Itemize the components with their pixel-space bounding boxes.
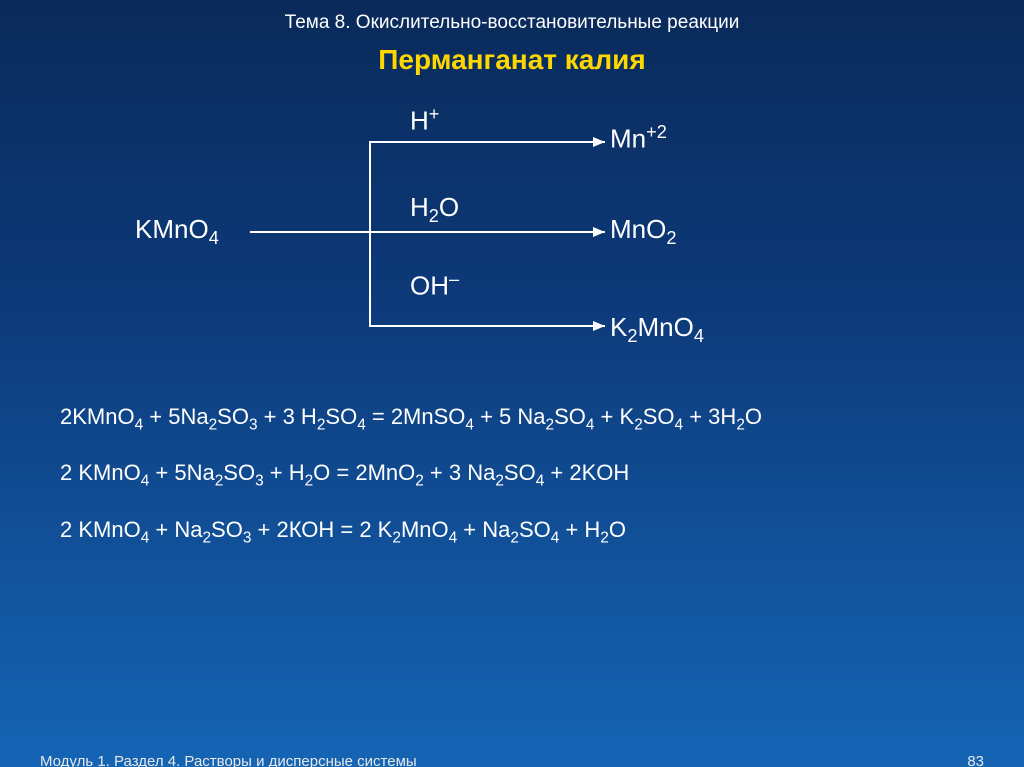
equation-3: 2 KMnO4 + Na2SO3 + 2КОН = 2 K2MnO4 + Na2…	[60, 517, 1024, 547]
equation-1: 2KMnO4 + 5Na2SO3 + 3 H2SO4 = 2MnSO4 + 5 …	[60, 404, 1024, 434]
reagent-formula: KMnO4	[135, 214, 219, 249]
product-bot: K2MnO4	[610, 312, 704, 347]
title-text: Перманганат калия	[0, 44, 1024, 76]
equations-block: 2KMnO4 + 5Na2SO3 + 3 H2SO4 = 2MnSO4 + 5 …	[0, 404, 1024, 547]
product-mid: MnO2	[610, 214, 676, 249]
topic-text: Тема 8. Окислительно-восстановительные р…	[0, 0, 1024, 34]
footer-page: 83	[967, 753, 984, 767]
product-top: Mn+2	[610, 122, 667, 155]
condition-bot: OH–	[410, 269, 459, 302]
condition-mid: H2O	[410, 192, 459, 227]
reaction-diagram: KMnO4 H+ H2O OH– Mn+2 MnO2 K2MnO4	[0, 94, 1024, 374]
footer-module: Модуль 1. Раздел 4. Растворы и дисперсны…	[40, 753, 417, 767]
condition-top: H+	[410, 104, 439, 137]
equation-2: 2 KMnO4 + 5Na2SO3 + H2O = 2MnO2 + 3 Na2S…	[60, 460, 1024, 490]
